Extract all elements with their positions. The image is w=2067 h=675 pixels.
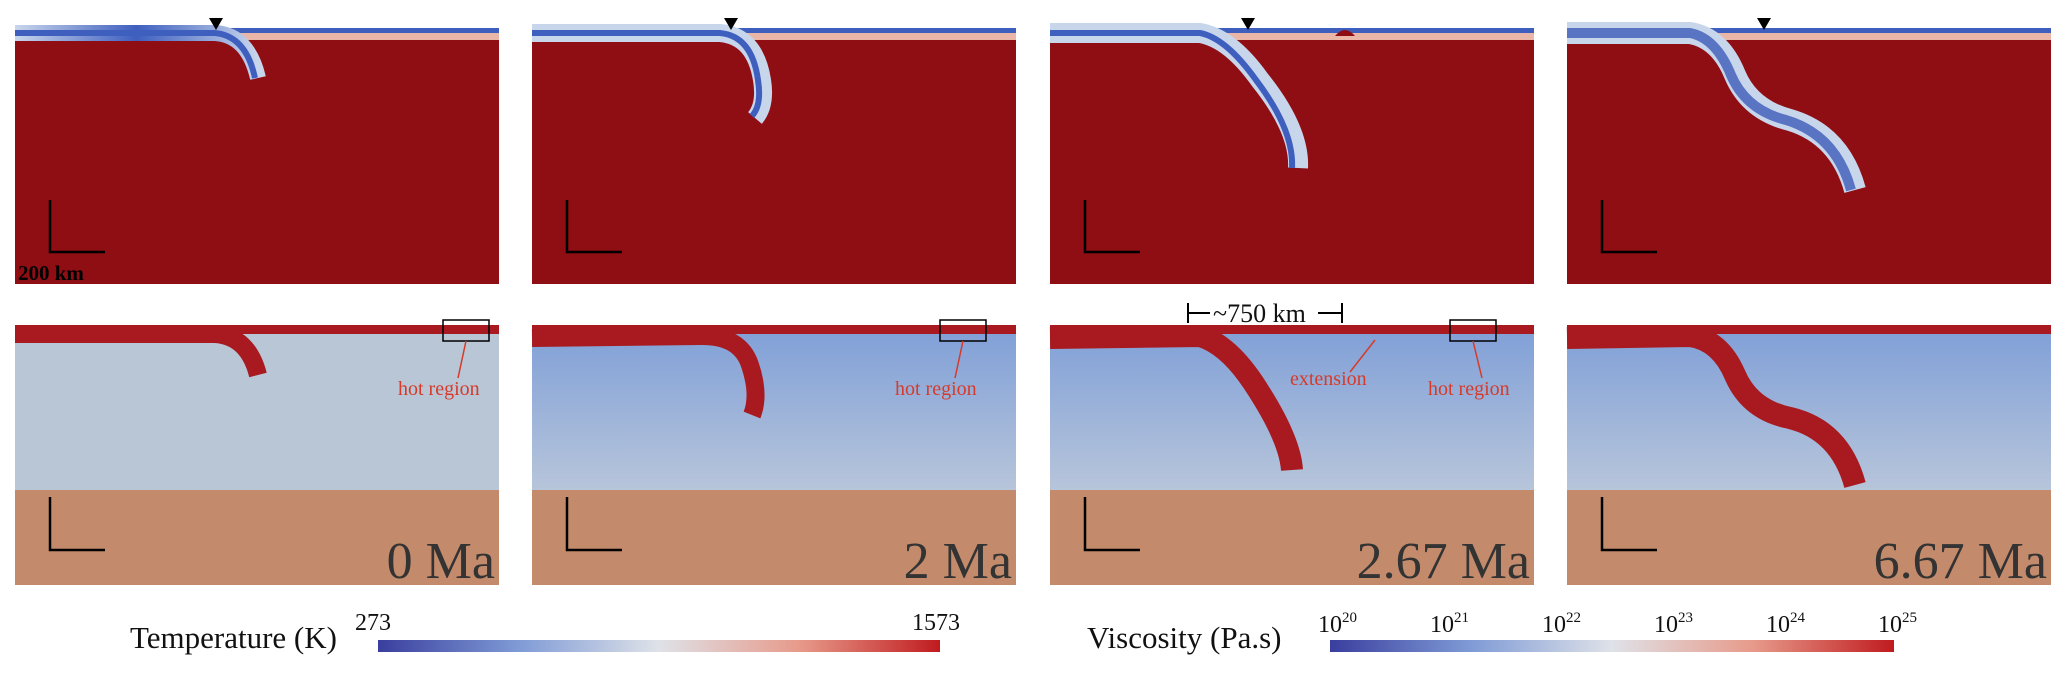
width-bracket (1187, 303, 1343, 323)
viscosity-tick-label: 1024 (1766, 610, 1806, 638)
trench-marker-icon (1241, 18, 1255, 30)
viscosity-ticks: 1020 1021 1022 1023 1024 1025 (1318, 610, 1917, 638)
viscosity-colorbar (1330, 640, 1894, 652)
trench-marker-icon (209, 18, 223, 30)
viscosity-tick-label: 1023 (1654, 610, 1693, 638)
hot-region-label: hot region (895, 378, 977, 400)
temperature-panel-2 (532, 18, 1016, 284)
viscosity-panel-2: hot region (531, 319, 1016, 585)
viscosity-tick-label: 1020 (1318, 610, 1357, 638)
scale-bars-top (48, 200, 1657, 254)
time-label: 0 Ma (387, 533, 495, 590)
scale-label: 200 km (18, 261, 84, 285)
temperature-colorbar (378, 640, 940, 652)
time-label: 6.67 Ma (1874, 533, 2047, 590)
viscosity-panel-1: hot region (15, 319, 499, 585)
viscosity-tick-label: 1021 (1430, 610, 1469, 638)
viscosity-tick-label: 1025 (1878, 610, 1917, 638)
time-label: 2.67 Ma (1357, 533, 1530, 590)
viscosity-panel-3: hot region extension ~750 km (1049, 299, 1534, 585)
temperature-legend-title: Temperature (K) (130, 620, 337, 655)
viscosity-legend: Viscosity (Pa.s) 1020 1021 1022 1023 1024 102… (1087, 610, 1917, 655)
scale-bars-bottom (48, 497, 1657, 552)
temperature-min-label: 273 (355, 610, 391, 636)
temperature-panel-4 (1567, 18, 2051, 284)
viscosity-legend-title: Viscosity (Pa.s) (1087, 620, 1281, 655)
viscosity-tick-label: 1022 (1542, 610, 1581, 638)
temperature-panel-1 (15, 18, 499, 284)
extension-label: extension (1290, 368, 1367, 390)
trench-marker-icon (1757, 18, 1771, 30)
temperature-max-label: 1573 (912, 610, 960, 636)
hot-region-label: hot region (398, 378, 480, 400)
hot-region-label: hot region (1428, 378, 1510, 400)
width-label: ~750 km (1213, 299, 1306, 328)
temperature-legend: Temperature (K) 273 1573 (130, 610, 960, 655)
trench-marker-icon (724, 18, 738, 30)
time-label: 2 Ma (904, 533, 1012, 590)
temperature-panel-3 (1050, 18, 1534, 284)
viscosity-panel-4 (1566, 324, 2051, 585)
